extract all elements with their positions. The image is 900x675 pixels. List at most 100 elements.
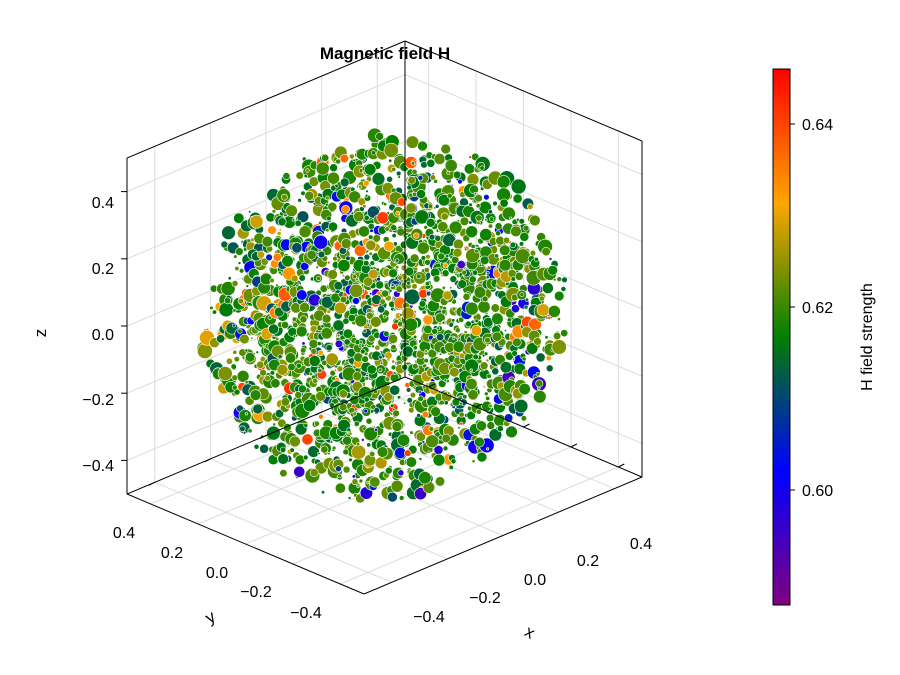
scatter-point [295,325,308,338]
scatter-point [465,320,472,328]
scatter-point [412,363,419,370]
scatter-point [289,447,295,453]
scatter-point [448,464,454,471]
scatter-point [348,153,355,160]
x-tick-label: 0.4 [630,536,652,553]
scatter-point [220,240,229,249]
scatter-point [364,163,377,176]
scatter-point [361,355,369,363]
scatter-point [437,252,446,261]
scatter-point [416,413,421,418]
scatter-point [475,214,483,222]
scatter-point [446,192,453,199]
scatter-point [295,171,304,180]
scatter-point [285,204,298,218]
scatter-point [547,264,559,276]
scatter-point [443,378,448,383]
scatter-point [243,247,248,252]
scatter-point [474,248,479,254]
scatter-point [499,361,513,374]
scatter-point [327,221,338,232]
scatter-point [259,369,267,377]
scatter-point [339,154,350,164]
scatter-point [433,178,438,184]
scatter-point [416,189,426,199]
scatter-point [333,281,343,291]
x-tick-mark [618,463,625,468]
colorbar-label: H field strength [859,283,876,391]
scatter-point [252,403,264,415]
scatter-point [557,317,561,322]
scatter-point [249,389,262,401]
scatter-point [368,234,374,240]
scatter-point [320,324,325,329]
scatter-point [395,265,400,270]
scatter-point [337,473,343,479]
scatter-point [513,399,529,414]
scatter-point [298,384,307,394]
scatter-point [354,244,367,257]
grid-line [126,74,406,193]
scatter-point [468,275,477,284]
scatter-point [533,256,539,262]
scatter-point [326,215,332,221]
scatter-point [483,351,489,357]
scatter-point [285,352,297,364]
scatter-point [406,184,413,191]
scatter-point [329,369,336,377]
scatter-point [450,458,457,465]
scatter-point [409,430,414,435]
scatter-point [276,363,289,376]
scatter-point [408,192,414,198]
scatter-point [305,168,310,173]
scatter-point [425,434,439,449]
scatter-point [405,202,417,214]
scatter-point [364,351,369,356]
scatter-point [369,292,373,296]
scatter-point [494,253,499,259]
scatter-point [269,370,276,376]
scatter-point [447,391,451,395]
scatter-point [380,361,384,365]
scatter-point [352,297,360,305]
scatter-point [393,308,397,312]
scatter-point [449,286,453,290]
scatter-point [233,212,245,224]
scatter-point [475,203,481,209]
scatter-point [353,211,365,223]
scatter-point [503,328,508,333]
scatter-point [342,435,352,446]
scatter-point [342,448,350,456]
scatter-point [424,349,428,353]
scatter-point [518,241,525,247]
scatter-point [292,334,297,338]
scatter-point [369,476,381,488]
scatter-point [425,218,436,228]
scatter-point [363,260,370,267]
scatter-point [358,184,362,189]
scatter-point [368,268,379,280]
scatter-point [376,446,389,458]
scatter-point [378,367,383,373]
scatter-point [396,395,402,400]
scatter-point [365,417,373,425]
scatter-point [329,440,334,444]
scatter-point [533,390,547,404]
scatter-point [354,277,359,282]
scatter-point [295,362,302,369]
scatter-point [315,161,330,176]
scatter-point [475,408,482,415]
scatter-point [224,297,232,305]
scatter-point [313,420,320,427]
scatter-point [437,221,449,233]
grid-line [210,458,448,560]
scatter-point [401,306,415,320]
scatter-point [369,451,376,458]
scatter-point [349,283,364,298]
scatter-point [405,135,420,149]
y-tick-label: −0.4 [290,605,322,622]
scatter-point [270,378,281,389]
scatter-point [390,344,397,351]
scatter-point [387,491,398,503]
scatter-point [538,295,545,302]
